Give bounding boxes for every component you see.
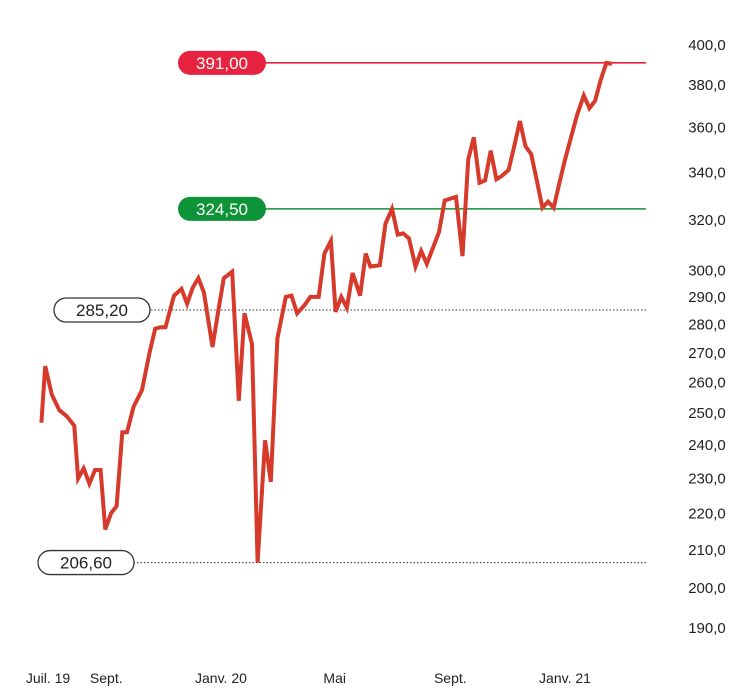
y-tick-label: 200,0 xyxy=(688,580,726,597)
y-tick-label: 380,0 xyxy=(688,77,726,94)
y-tick-label: 270,0 xyxy=(688,345,726,362)
reference-badges: 391,00 324,50 285,20 206,60 xyxy=(37,50,266,576)
y-tick-label: 340,0 xyxy=(688,164,726,181)
reference-badge: 324,50 xyxy=(178,196,266,221)
series-line xyxy=(39,60,613,563)
reference-badge-label: 324,50 xyxy=(196,200,248,219)
reference-badge: 391,00 xyxy=(178,50,266,75)
x-tick-label: Janv. 20 xyxy=(195,670,247,686)
reference-lines xyxy=(130,62,646,564)
reference-badge: 285,20 xyxy=(53,297,151,323)
y-tick-label: 230,0 xyxy=(688,471,726,488)
y-tick-label: 360,0 xyxy=(688,120,726,137)
x-tick-label: Juil. 19 xyxy=(26,670,71,686)
y-tick-label: 210,0 xyxy=(688,542,726,559)
reference-badge-label: 285,20 xyxy=(76,301,128,320)
x-axis-tick-labels: Juil. 19 Sept. Janv. 20 Mai Sept. Janv. 21 xyxy=(26,670,591,686)
x-tick-label: Sept. xyxy=(434,670,467,686)
x-tick-label: Sept. xyxy=(90,670,123,686)
y-tick-label: 320,0 xyxy=(688,212,726,229)
series-layer xyxy=(39,60,613,563)
reference-badge-box xyxy=(178,196,266,221)
y-tick-label: 260,0 xyxy=(688,374,726,391)
y-tick-label: 190,0 xyxy=(688,620,726,637)
reference-badge: 206,60 xyxy=(37,549,135,576)
reference-badge-box xyxy=(53,297,151,323)
y-tick-label: 280,0 xyxy=(688,316,726,333)
x-tick-label: Mai xyxy=(323,670,346,686)
y-tick-label: 240,0 xyxy=(688,437,726,454)
x-tick-label: Janv. 21 xyxy=(539,670,591,686)
y-tick-label: 290,0 xyxy=(688,289,726,306)
y-tick-label: 400,0 xyxy=(688,37,726,54)
reference-badge-label: 391,00 xyxy=(196,54,248,73)
y-tick-label: 250,0 xyxy=(688,405,726,422)
reference-badge-label: 206,60 xyxy=(60,554,112,573)
reference-badge-box xyxy=(37,549,135,576)
y-axis-tick-labels: 400,0 380,0 360,0 340,0 320,0 300,0 290,0 280,0… xyxy=(688,37,726,637)
y-tick-label: 300,0 xyxy=(688,262,726,279)
y-tick-label: 220,0 xyxy=(688,505,726,522)
reference-badge-box xyxy=(178,50,266,75)
